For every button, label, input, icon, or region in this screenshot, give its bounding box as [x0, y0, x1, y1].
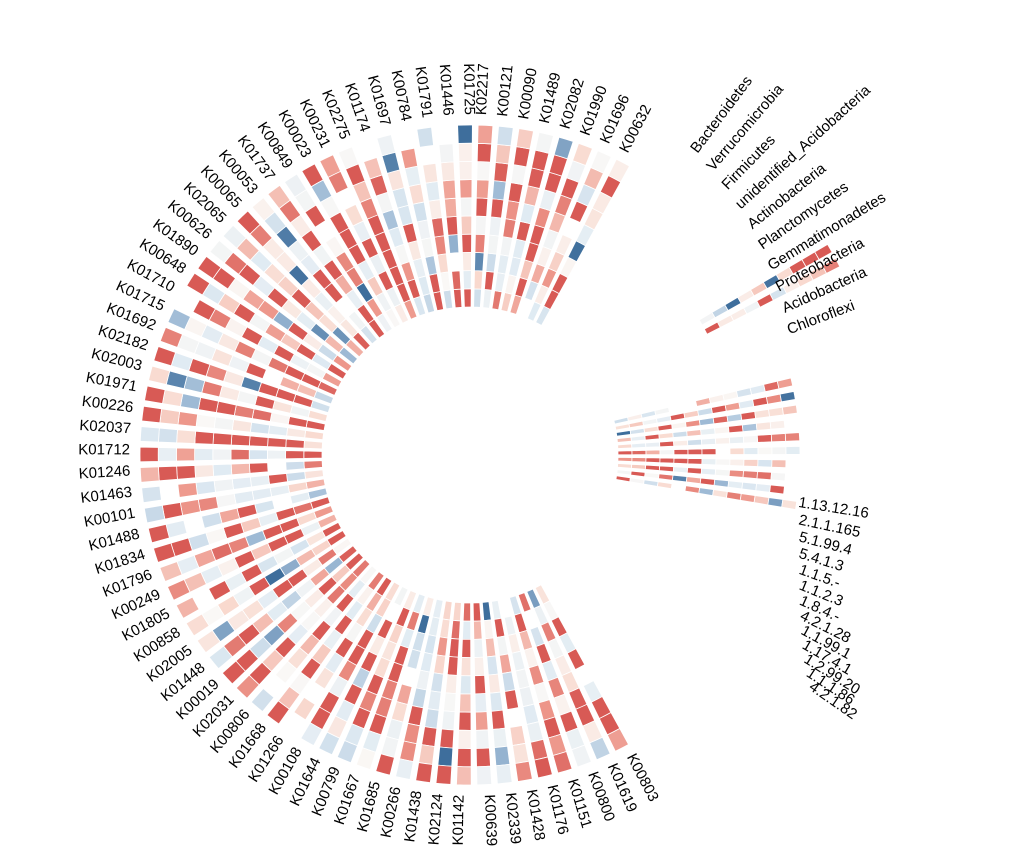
svg-text:K02217: K02217 [473, 63, 492, 115]
svg-text:K01246: K01246 [78, 463, 131, 483]
svg-text:K01142: K01142 [450, 795, 468, 846]
svg-text:K00639: K00639 [481, 794, 500, 846]
svg-text:K02037: K02037 [79, 417, 132, 437]
svg-text:K01712: K01712 [78, 441, 130, 458]
